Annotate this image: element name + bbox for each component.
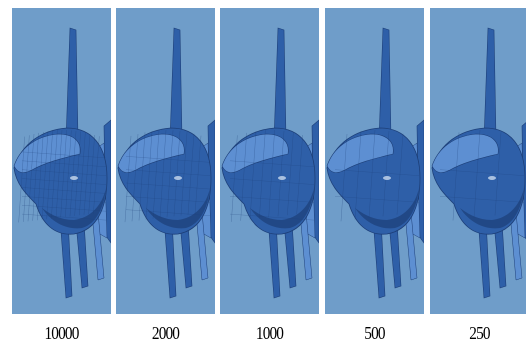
panel-250 [430,8,526,314]
fish-mesh-icon [326,27,424,299]
fish-mesh-icon [221,27,319,299]
label-250: 250 [469,323,490,343]
label-2000: 2000 [151,323,180,343]
label-500: 500 [364,323,385,343]
panel-10000 [12,8,111,314]
panel-1000 [220,8,319,314]
fish-mesh-icon [117,27,215,299]
label-1000: 1000 [255,323,284,343]
fish-mesh-icon [431,27,526,299]
label-10000: 10000 [44,323,80,343]
panel-row [12,8,526,314]
label-row: 10000 2000 1000 500 250 [0,323,526,353]
panel-2000 [116,8,215,314]
fish-mesh-icon [13,27,111,299]
panel-500 [325,8,424,314]
